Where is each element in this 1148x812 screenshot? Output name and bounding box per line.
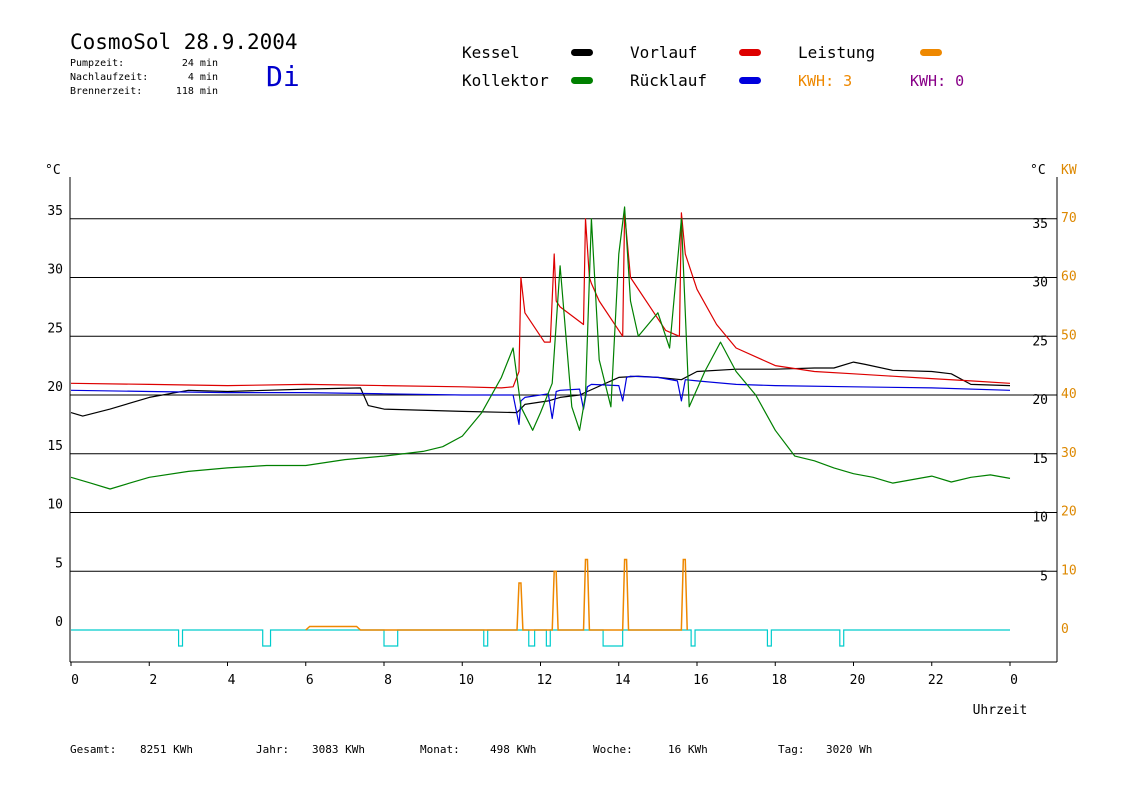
series-kollektor [70,206,1011,490]
y-tick-right-25: 25 [1032,334,1048,349]
legend-label-leistung: Leistung [798,43,876,62]
kw-tick-20: 20 [1061,505,1077,520]
stat-value-nachlaufzeit: 4 min [187,72,218,83]
series-leistung [305,558,688,631]
y-tick-right-5: 5 [1040,569,1048,584]
series-vorlauf [70,212,1011,389]
legend-label-kollektor: Kollektor [462,71,549,90]
kw-tick-50: 50 [1061,328,1077,343]
y-tick-right-10: 10 [1032,511,1048,526]
legend-swatch-kessel [571,49,593,56]
y-tick-left-15: 15 [47,439,63,454]
stat-label-pumpzeit: Pumpzeit: [70,58,125,69]
pump-pulse-series [71,629,1010,647]
x-tick-8: 16 [693,673,709,688]
x-tick-5: 10 [458,673,474,688]
x-tick-7: 14 [615,673,631,688]
stat-label-brennerzeit: Brennerzeit: [70,86,143,97]
footer-monat-value: 498 KWh [490,743,537,756]
y-tick-left-10: 10 [47,498,63,513]
x-axis-label: Uhrzeit [973,703,1028,718]
y-axis-label-kw: KW [1061,163,1077,178]
series-ruecklauf [70,375,1011,425]
x-tick-10: 20 [850,673,866,688]
weekday-label: Di [266,60,300,93]
kw-tick-10: 10 [1061,563,1077,578]
x-tick-6: 12 [537,673,553,688]
y-axis-label-right: °C [1030,163,1046,178]
y-tick-right-20: 20 [1032,393,1048,408]
legend-swatch-kollektor [571,77,593,84]
x-tick-9: 18 [771,673,787,688]
y-tick-left-0: 0 [55,615,63,630]
y-tick-right-30: 30 [1032,276,1048,291]
kw-tick-40: 40 [1061,387,1077,402]
y-tick-right-35: 35 [1032,217,1048,232]
x-tick-4: 8 [384,673,392,688]
x-tick-1: 2 [149,673,157,688]
kwh-solar-label: KWH: 3 [798,72,853,90]
x-tick-0: 0 [71,673,79,688]
legend-label-ruecklauf: Rücklauf [630,71,708,90]
footer-jahr-value: 3083 KWh [312,743,365,756]
kw-tick-70: 70 [1061,211,1077,226]
footer-woche-label: Woche: [593,743,633,756]
footer-gesamt-label: Gesamt: [70,743,117,756]
kw-tick-60: 60 [1061,270,1077,285]
y-tick-right-15: 15 [1032,452,1048,467]
y-tick-left-25: 25 [47,321,63,336]
y-tick-left-30: 30 [47,263,63,278]
x-tick-12: 0 [1010,673,1018,688]
legend-swatch-ruecklauf [739,77,761,84]
stat-label-nachlaufzeit: Nachlaufzeit: [70,72,149,83]
stat-value-pumpzeit: 24 min [181,58,218,69]
legend-label-kessel: Kessel [462,43,520,62]
kw-tick-0: 0 [1061,622,1069,637]
legend-label-vorlauf: Vorlauf [630,43,698,62]
y-tick-left-35: 35 [47,204,63,219]
footer-monat-label: Monat: [420,743,460,756]
stat-value-brennerzeit: 118 min [175,86,218,97]
x-tick-3: 6 [306,673,314,688]
kw-tick-30: 30 [1061,446,1077,461]
x-tick-2: 4 [228,673,236,688]
legend-swatch-vorlauf [739,49,761,56]
page-title: CosmoSol 28.9.2004 [70,30,298,54]
legend-swatch-leistung [920,49,942,56]
series-kessel [70,361,1011,417]
footer-jahr-label: Jahr: [256,743,290,756]
footer-tag-value: 3020 Wh [826,743,873,756]
y-tick-left-5: 5 [55,556,63,571]
footer-gesamt-value: 8251 KWh [140,743,193,756]
footer-woche-value: 16 KWh [668,743,708,756]
y-axis-label-left: °C [45,163,61,178]
footer-tag-label: Tag: [778,743,805,756]
x-tick-11: 22 [928,673,944,688]
y-tick-left-20: 20 [47,380,63,395]
kwh-burner-label: KWH: 0 [910,72,965,90]
